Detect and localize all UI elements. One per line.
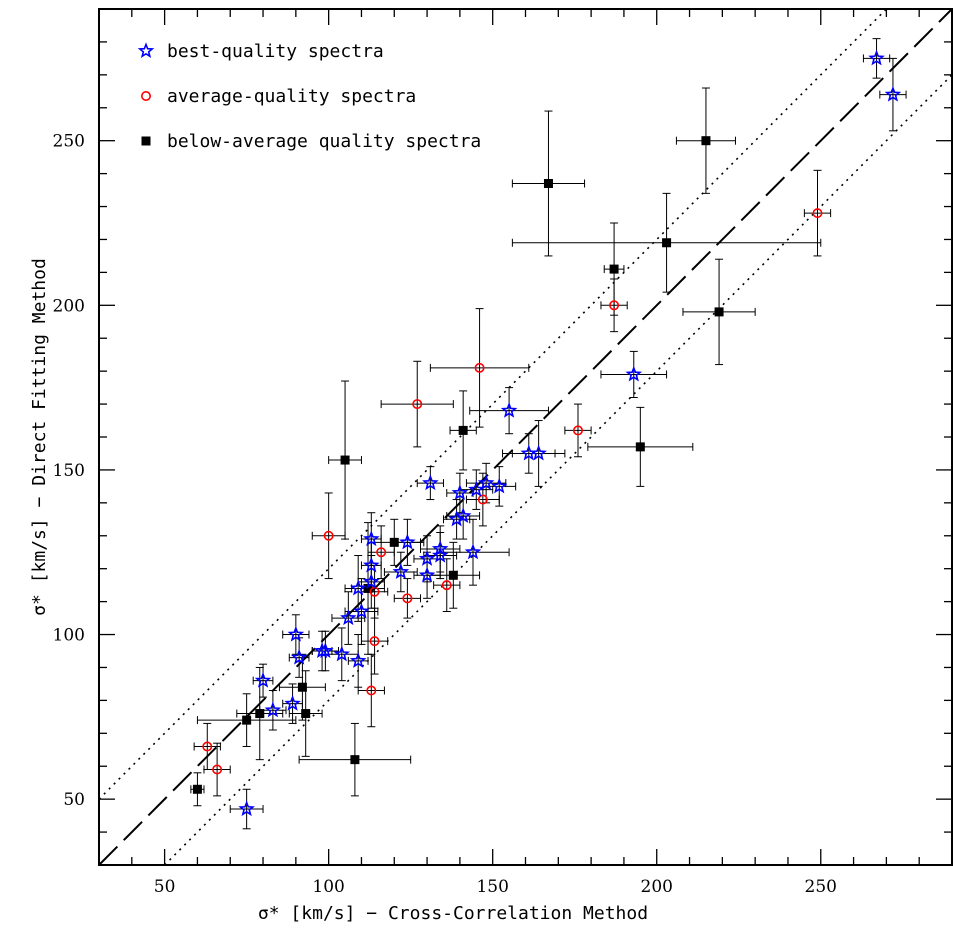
square-point xyxy=(350,755,360,765)
y-axis-label: σ* [km/s] − Direct Fitting Method xyxy=(29,258,50,616)
square-point xyxy=(363,583,373,593)
star-point xyxy=(290,648,308,665)
square-point xyxy=(389,537,399,547)
star-point xyxy=(399,533,416,550)
star-point xyxy=(454,507,472,524)
legend-square-marker xyxy=(141,136,151,146)
square-point xyxy=(662,238,672,248)
star-point xyxy=(422,474,439,491)
square-point xyxy=(448,570,458,580)
star-point xyxy=(431,546,449,563)
x-axis-label: σ* [km/s] − Cross-Correlation Method xyxy=(258,903,648,924)
star-point xyxy=(418,550,436,566)
circle-point xyxy=(609,300,620,311)
star-point xyxy=(333,645,351,662)
circle-point xyxy=(323,530,334,541)
square-point xyxy=(192,784,202,794)
square-point xyxy=(635,442,645,452)
star-point xyxy=(464,543,482,560)
one-to-one-line xyxy=(98,8,953,866)
legend: best-quality spectra average-quality spec… xyxy=(137,41,481,152)
square-point xyxy=(458,425,468,435)
circle-point xyxy=(572,425,583,436)
y-tick-label: 150 xyxy=(53,461,85,481)
circle-point xyxy=(441,580,452,591)
square-point xyxy=(297,682,307,692)
circle-point xyxy=(477,494,488,505)
x-tick-label: 200 xyxy=(641,877,673,897)
star-point xyxy=(431,540,449,556)
square-point xyxy=(543,178,553,188)
star-point xyxy=(349,579,367,596)
star-point xyxy=(625,365,643,382)
legend-label: average-quality spectra xyxy=(167,86,416,107)
circle-point xyxy=(412,399,423,410)
star-point xyxy=(363,530,380,547)
upper-bound-line xyxy=(98,8,887,800)
star-point xyxy=(418,566,436,583)
star-point xyxy=(490,477,508,494)
legend-label: best-quality spectra xyxy=(167,41,384,62)
star-point xyxy=(363,556,380,573)
star-point xyxy=(530,444,547,461)
star-point xyxy=(349,652,367,668)
square-point xyxy=(242,715,252,725)
square-point xyxy=(255,709,265,719)
y-tick-label: 250 xyxy=(53,132,85,152)
lower-bound-line xyxy=(164,74,953,866)
circle-point xyxy=(376,547,387,558)
circle-point xyxy=(474,362,485,373)
y-tick-label: 200 xyxy=(53,296,85,316)
circle-point xyxy=(812,208,823,219)
circle-point xyxy=(366,685,377,696)
square-point xyxy=(609,264,619,274)
tick-labels: 50 100 150 200 250 50 100 150 200 250 xyxy=(53,132,837,897)
star-point xyxy=(500,401,518,418)
legend-star-marker xyxy=(137,42,155,59)
star-point xyxy=(868,49,885,66)
square-point xyxy=(340,455,350,465)
star-point xyxy=(238,800,255,817)
y-tick-label: 100 xyxy=(53,626,85,646)
star-point xyxy=(451,484,469,501)
data-markers xyxy=(192,49,902,817)
star-point xyxy=(448,510,465,527)
x-tick-label: 150 xyxy=(476,877,508,897)
star-point xyxy=(254,671,272,688)
axis-ticks xyxy=(98,8,953,866)
square-point xyxy=(701,136,711,146)
error-bars xyxy=(190,38,907,830)
reference-lines xyxy=(98,8,953,866)
star-point xyxy=(392,563,410,580)
star-point xyxy=(468,480,485,497)
star-point xyxy=(264,701,282,718)
star-point xyxy=(884,85,902,102)
circle-point xyxy=(202,741,213,752)
x-tick-label: 100 xyxy=(312,877,344,897)
x-tick-label: 50 xyxy=(154,877,176,897)
circle-point xyxy=(402,593,413,604)
circle-point xyxy=(369,636,380,647)
star-point xyxy=(287,625,305,642)
legend-circle-marker xyxy=(141,91,152,102)
square-point xyxy=(301,709,311,719)
square-point xyxy=(714,307,724,317)
star-point xyxy=(340,609,357,626)
star-point xyxy=(363,573,380,589)
star-point xyxy=(353,602,370,619)
star-point xyxy=(317,642,334,659)
x-tick-label: 250 xyxy=(805,877,837,897)
legend-label: below-average quality spectra xyxy=(167,131,481,152)
star-point xyxy=(284,694,301,711)
circle-point xyxy=(212,764,223,775)
y-tick-label: 50 xyxy=(63,790,85,810)
star-point xyxy=(477,474,495,491)
